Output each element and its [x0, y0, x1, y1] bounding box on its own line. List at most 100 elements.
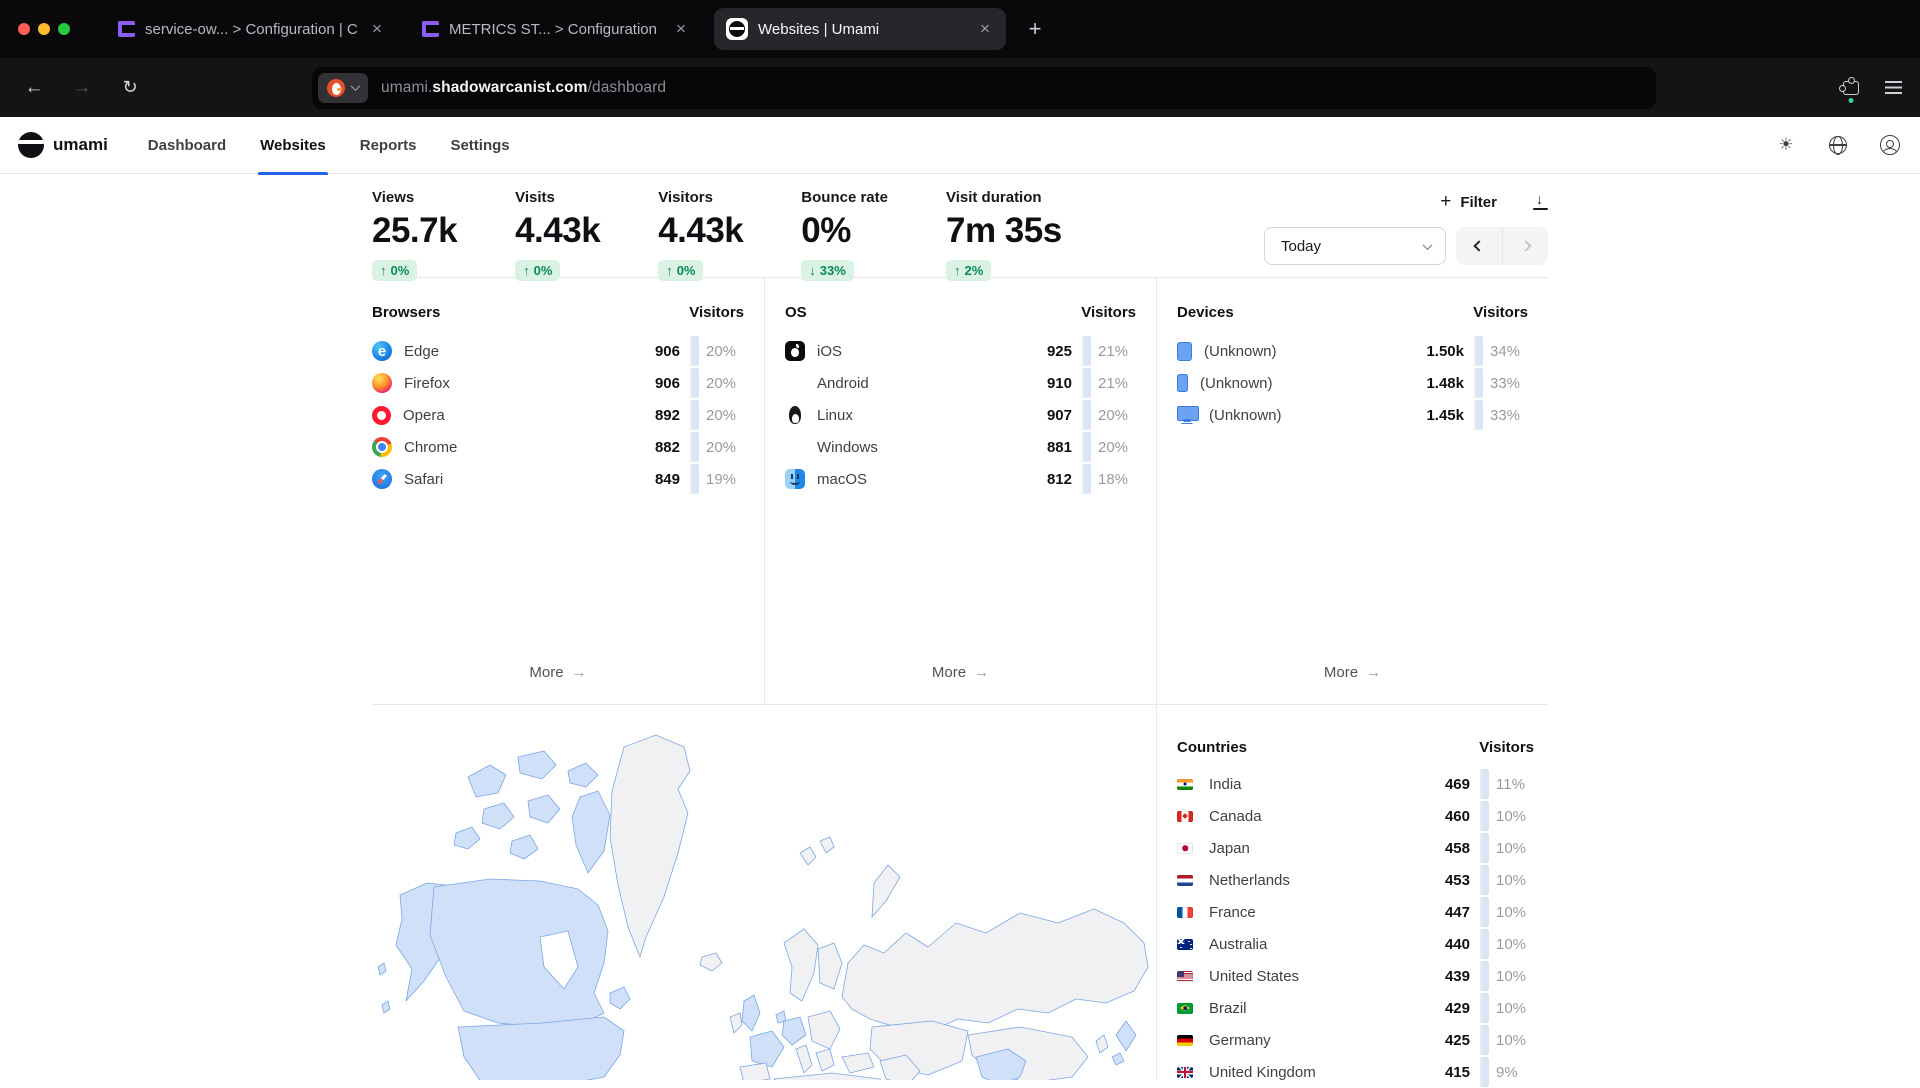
table-row[interactable]: United States 439 10%	[1177, 960, 1534, 992]
nav-item[interactable]: Reports	[358, 117, 419, 174]
tab-close-icon[interactable]	[976, 19, 994, 39]
stat-change-value: 2%	[964, 263, 983, 278]
table-row[interactable]: Chrome 882 20%	[372, 431, 744, 463]
table-row[interactable]: Opera 892 20%	[372, 399, 744, 431]
percent-bar	[1482, 801, 1489, 831]
table-row[interactable]: Australia 440 10%	[1177, 928, 1534, 960]
table-row[interactable]: Windows 881 20%	[785, 431, 1136, 463]
nav-item[interactable]: Dashboard	[146, 117, 228, 174]
percent-bar	[1476, 400, 1483, 430]
back-button[interactable]	[16, 70, 52, 106]
close-window-button[interactable]	[18, 23, 30, 35]
row-icon	[1177, 342, 1192, 361]
table-row[interactable]: Japan 458 10%	[1177, 832, 1534, 864]
percent-value: 19%	[706, 471, 736, 488]
table-row[interactable]: Brazil 429 10%	[1177, 992, 1534, 1024]
percent-value: 11%	[1496, 776, 1525, 793]
stat-label: Bounce rate	[801, 189, 888, 206]
brand[interactable]: umami	[18, 132, 108, 158]
percent-cell: 20%	[690, 368, 744, 398]
next-period-button[interactable]	[1502, 227, 1548, 265]
more-link[interactable]: More	[523, 663, 592, 682]
row-label: (Unknown)	[1200, 375, 1410, 392]
panel-header: OS Visitors	[785, 278, 1136, 321]
table-row[interactable]: Edge 906 20%	[372, 335, 744, 367]
os-rows: iOS 925 21% Android 910 21% Linux 907 20…	[785, 335, 1136, 495]
os-panel: OS Visitors iOS 925 21% Android 910 21%	[764, 278, 1156, 704]
language-button[interactable]	[1826, 133, 1850, 157]
more-link[interactable]: More	[926, 663, 995, 682]
row-value: 439	[1416, 968, 1470, 985]
minimize-window-button[interactable]	[38, 23, 50, 35]
date-range-select[interactable]: Today	[1264, 227, 1446, 265]
zoom-window-button[interactable]	[58, 23, 70, 35]
percent-bar	[1476, 368, 1483, 398]
percent-cell: 10%	[1480, 897, 1534, 927]
country-flag-icon	[1177, 1035, 1193, 1046]
menu-icon[interactable]	[1885, 81, 1902, 94]
forward-button[interactable]	[64, 70, 100, 106]
tab-title: service-ow... > Configuration | C	[145, 21, 358, 38]
extensions-button[interactable]	[1843, 81, 1859, 95]
table-row[interactable]: France 447 10%	[1177, 896, 1534, 928]
geo-section: Countries Visitors India 469 11% Canada …	[372, 705, 1548, 1080]
row-label: Edge	[404, 343, 626, 360]
previous-period-button[interactable]	[1456, 227, 1502, 265]
table-row[interactable]: Linux 907 20%	[785, 399, 1136, 431]
more-link[interactable]: More	[1318, 663, 1387, 682]
row-label: Netherlands	[1209, 872, 1416, 889]
tab-title: METRICS ST... > Configuration |	[449, 21, 662, 38]
percent-bar	[1084, 368, 1091, 398]
percent-value: 10%	[1496, 1000, 1526, 1017]
more-label: More	[1324, 664, 1358, 681]
reload-button[interactable]	[112, 70, 148, 106]
percent-cell: 10%	[1480, 801, 1534, 831]
url-bar[interactable]: umami.shadowarcanist.com/dashboard	[312, 67, 1656, 109]
table-row[interactable]: (Unknown) 1.50k 34%	[1177, 335, 1528, 367]
new-tab-button[interactable]	[1020, 14, 1050, 44]
table-row[interactable]: Canada 460 10%	[1177, 800, 1534, 832]
row-icon	[785, 437, 805, 457]
stat-change-badge: 2%	[946, 260, 991, 281]
browsers-rows: Edge 906 20% Firefox 906 20% Opera 892 2…	[372, 335, 744, 495]
table-row[interactable]: iOS 925 21%	[785, 335, 1136, 367]
download-button[interactable]	[1533, 195, 1548, 210]
countries-rows: India 469 11% Canada 460 10% Japan 458 1…	[1177, 768, 1534, 1088]
row-icon	[372, 469, 392, 489]
tab-close-icon[interactable]	[672, 19, 690, 39]
browser-tab[interactable]: METRICS ST... > Configuration |	[410, 8, 702, 50]
table-row[interactable]: India 469 11%	[1177, 768, 1534, 800]
stat-change-value: 0%	[677, 263, 696, 278]
nav-item[interactable]: Settings	[448, 117, 511, 174]
theme-toggle-button[interactable]	[1774, 133, 1798, 157]
profile-button[interactable]	[1878, 133, 1902, 157]
search-engine-chip[interactable]	[318, 73, 368, 103]
table-row[interactable]: macOS 812 18%	[785, 463, 1136, 495]
browser-tab[interactable]: Websites | Umami	[714, 8, 1006, 50]
table-row[interactable]: (Unknown) 1.48k 33%	[1177, 367, 1528, 399]
table-row[interactable]: (Unknown) 1.45k 33%	[1177, 399, 1528, 431]
table-row[interactable]: Android 910 21%	[785, 367, 1136, 399]
app-nav: Dashboard Websites Reports Settings	[146, 117, 542, 173]
row-label: India	[1209, 776, 1416, 793]
percent-cell: 10%	[1480, 993, 1534, 1023]
table-row[interactable]: United Kingdom 415 9%	[1177, 1056, 1534, 1088]
nav-item[interactable]: Websites	[258, 117, 328, 174]
url-domain: shadowarcanist.com	[432, 79, 587, 96]
percent-cell: 33%	[1474, 368, 1528, 398]
tab-close-icon[interactable]	[368, 19, 386, 39]
table-row[interactable]: Netherlands 453 10%	[1177, 864, 1534, 896]
row-label: France	[1209, 904, 1416, 921]
browser-chrome: service-ow... > Configuration | C METRIC…	[0, 0, 1920, 117]
percent-value: 21%	[1098, 343, 1128, 360]
row-label: Japan	[1209, 840, 1416, 857]
table-row[interactable]: Firefox 906 20%	[372, 367, 744, 399]
stat-label: Visits	[515, 189, 600, 206]
table-row[interactable]: Germany 425 10%	[1177, 1024, 1534, 1056]
table-row[interactable]: Safari 849 19%	[372, 463, 744, 495]
filter-button[interactable]: Filter	[1434, 190, 1503, 214]
percent-value: 20%	[706, 343, 736, 360]
controls-row-2: Today	[1264, 227, 1548, 265]
browser-tab[interactable]: service-ow... > Configuration | C	[106, 8, 398, 50]
filter-label: Filter	[1460, 194, 1497, 211]
